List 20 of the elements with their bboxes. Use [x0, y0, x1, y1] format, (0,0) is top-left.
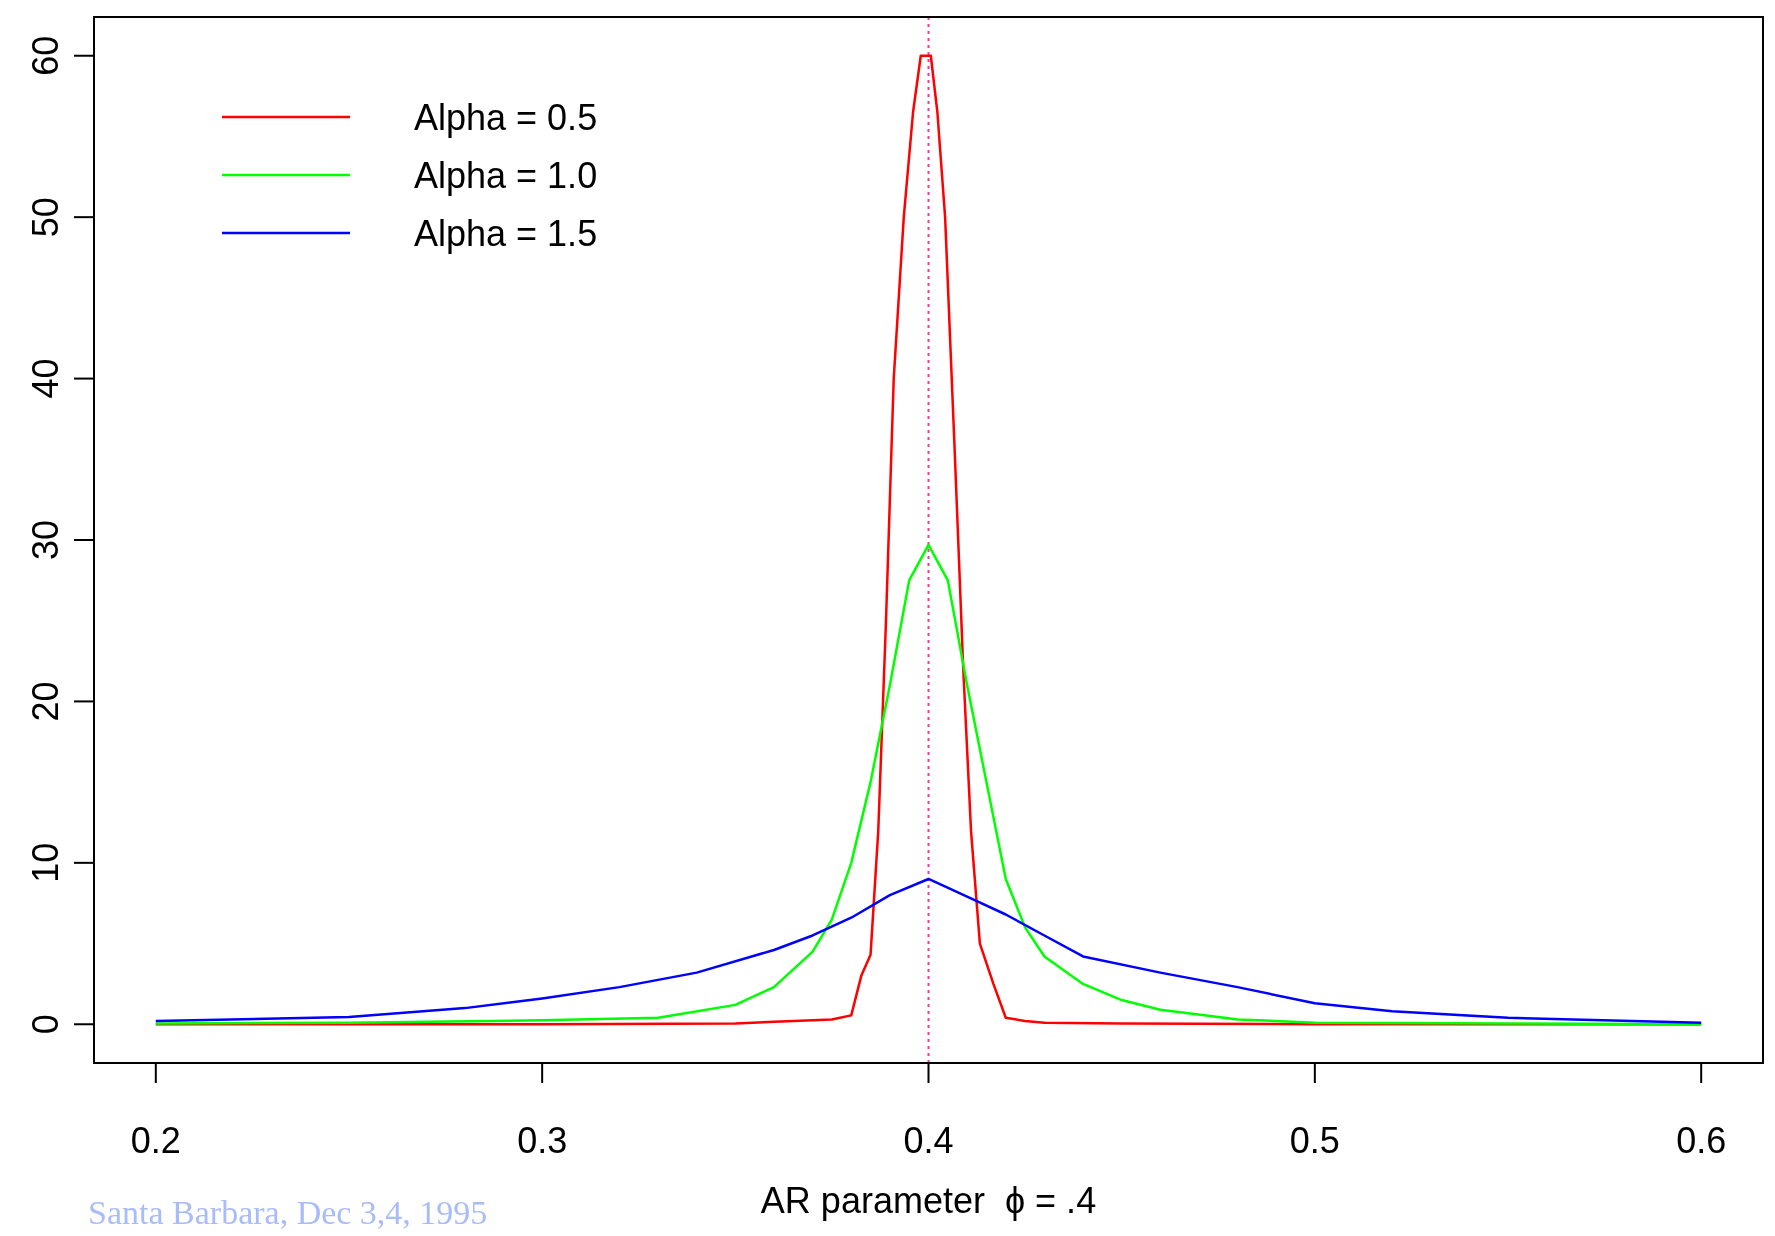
- x-tick-label: 0.4: [903, 1120, 954, 1161]
- legend-label: Alpha = 1.0: [414, 155, 598, 196]
- line-series: [154, 543, 1703, 1026]
- text: Santa Barbara, Dec 3,4, 1995: [88, 1194, 488, 1231]
- line-series: [154, 54, 1703, 1026]
- y-tick-label: 40: [25, 358, 66, 399]
- legend-label: Alpha = 1.5: [414, 213, 598, 254]
- x-tick-label: 0.2: [130, 1120, 181, 1161]
- y-tick-label: 20: [25, 681, 66, 722]
- y-tick-label: 30: [25, 519, 66, 561]
- y-tick-label: 10: [25, 842, 66, 883]
- y-tick-label: 50: [25, 197, 66, 238]
- x-tick-label: 0.5: [1289, 1120, 1340, 1161]
- x-tick-label: 0.6: [1676, 1120, 1727, 1161]
- legend-label: Alpha = 0.5: [414, 97, 598, 138]
- x-tick-label: 0.3: [517, 1120, 568, 1161]
- x-axis-title: AR parameter ϕ = .4: [760, 1180, 1097, 1221]
- y-tick-label: 60: [25, 35, 66, 76]
- y-tick-label: 0: [25, 1014, 66, 1035]
- line-series: [154, 877, 1703, 1024]
